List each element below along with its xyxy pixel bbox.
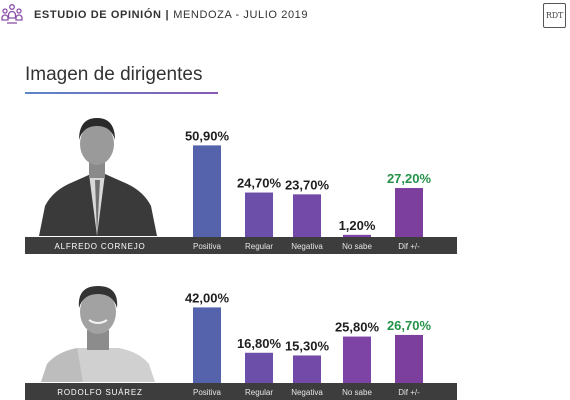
- rdt-logo: RDT: [543, 3, 566, 28]
- value-label: 23,70%: [285, 177, 330, 192]
- category-label: Negativa: [291, 388, 323, 397]
- portrait-photo: [39, 118, 157, 236]
- bar-dif: [395, 188, 423, 237]
- bar-negativa: [293, 194, 321, 237]
- category-label: Regular: [245, 388, 273, 397]
- category-label: Positiva: [193, 242, 222, 251]
- category-label: No sabe: [342, 388, 372, 397]
- bar-dif: [395, 334, 423, 383]
- bar-no-sabe: [343, 336, 371, 383]
- value-label: 1,20%: [339, 218, 376, 233]
- bar-chart: 42,00% Positiva 16,80% Regular 15,30% Negativ…: [185, 290, 432, 397]
- name-strip: [25, 383, 457, 400]
- value-label: 16,80%: [237, 336, 282, 351]
- bar-regular: [245, 192, 273, 237]
- bar-regular: [245, 352, 273, 383]
- chart-panel-suarez: RODOLFO SUÁREZ 42,00% Positiva 16,80% Regul…: [25, 268, 457, 400]
- category-label: No sabe: [342, 242, 372, 251]
- category-label: Negativa: [291, 242, 323, 251]
- study-title: ESTUDIO DE OPINIÓN: [34, 9, 162, 21]
- person-name: ALFREDO CORNEJO: [54, 242, 146, 251]
- bar-positiva: [193, 307, 221, 383]
- header: ESTUDIO DE OPINIÓN | MENDOZA - JULIO 2019 …: [0, 0, 570, 30]
- value-label: 25,80%: [335, 320, 380, 335]
- value-label: 42,00%: [185, 290, 230, 305]
- bar-positiva: [193, 145, 221, 237]
- chart-panel-cornejo: ALFREDO CORNEJO 50,90% Positiva 24,70% Regu…: [25, 108, 457, 254]
- header-text: ESTUDIO DE OPINIÓN | MENDOZA - JULIO 2019: [34, 9, 308, 21]
- portrait-photo: [41, 286, 155, 382]
- value-label: 24,70%: [237, 176, 282, 191]
- section-title: Imagen de dirigentes: [25, 64, 203, 85]
- bar-no-sabe: [343, 234, 371, 237]
- value-label: 26,70%: [387, 318, 432, 333]
- bar-chart: 50,90% Positiva 24,70% Regular 23,70% Negativ…: [185, 128, 432, 251]
- category-label: Regular: [245, 242, 273, 251]
- people-group-icon: [1, 4, 23, 24]
- value-label: 50,90%: [185, 128, 230, 143]
- value-label: 27,20%: [387, 171, 432, 186]
- category-label: Dif +/-: [398, 242, 420, 251]
- name-strip: [25, 237, 457, 254]
- header-separator: |: [165, 9, 170, 21]
- study-subtitle: MENDOZA - JULIO 2019: [173, 9, 309, 21]
- person-name: RODOLFO SUÁREZ: [57, 388, 143, 397]
- bar-negativa: [293, 355, 321, 383]
- category-label: Dif +/-: [398, 388, 420, 397]
- value-label: 15,30%: [285, 338, 330, 353]
- title-underline: [25, 92, 218, 94]
- category-label: Positiva: [193, 388, 222, 397]
